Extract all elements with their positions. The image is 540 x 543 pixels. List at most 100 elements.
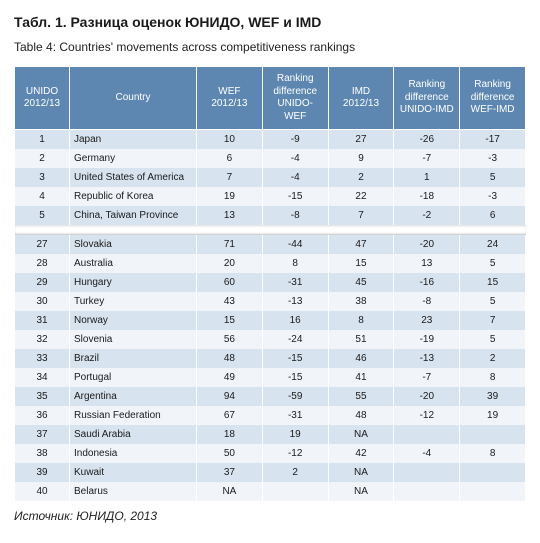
cell-imd: 46 — [328, 349, 394, 368]
table-caption-ru: Табл. 1. Разница оценок ЮНИДО, WEF и IMD — [14, 14, 526, 30]
cell-diff-uw: 19 — [262, 425, 328, 444]
cell-diff-uw: -9 — [262, 130, 328, 150]
cell-imd: 22 — [328, 187, 394, 206]
cell-unido: 33 — [15, 349, 70, 368]
cell-diff-uw: -15 — [262, 349, 328, 368]
table-row: 34Portugal49-1541-78 — [15, 368, 526, 387]
cell-unido: 34 — [15, 368, 70, 387]
cell-unido: 39 — [15, 463, 70, 482]
table-row: 5China, Taiwan Province13-87-26 — [15, 206, 526, 225]
cell-country: Belarus — [70, 482, 197, 501]
col-country: Country — [70, 67, 197, 130]
cell-diff-uw: -44 — [262, 235, 328, 254]
rankings-table: UNIDO 2012/13 Country WEF 2012/13 Rankin… — [14, 66, 526, 501]
table-header: UNIDO 2012/13 Country WEF 2012/13 Rankin… — [15, 67, 526, 130]
cell-country: United States of America — [70, 168, 197, 187]
cell-country: Brazil — [70, 349, 197, 368]
cell-country: Argentina — [70, 387, 197, 406]
table-row: 2Germany6-49-7-3 — [15, 149, 526, 168]
table-row: 1Japan10-927-26-17 — [15, 130, 526, 150]
cell-wef: 49 — [197, 368, 263, 387]
col-wef: WEF 2012/13 — [197, 67, 263, 130]
cell-imd: NA — [328, 425, 394, 444]
cell-diff-uw: -31 — [262, 273, 328, 292]
cell-country: Kuwait — [70, 463, 197, 482]
cell-country: Republic of Korea — [70, 187, 197, 206]
cell-country: Turkey — [70, 292, 197, 311]
cell-imd: 48 — [328, 406, 394, 425]
cell-diff-uw: -15 — [262, 368, 328, 387]
cell-diff-wi: 5 — [460, 292, 526, 311]
cell-wef: 56 — [197, 330, 263, 349]
cell-diff-wi: -3 — [460, 187, 526, 206]
cell-diff-ui: -2 — [394, 206, 460, 225]
cell-unido: 27 — [15, 235, 70, 254]
cell-imd: 51 — [328, 330, 394, 349]
cell-diff-wi — [460, 482, 526, 501]
col-diff-wi: Ranking difference WEF-IMD — [460, 67, 526, 130]
cell-diff-ui: -7 — [394, 368, 460, 387]
cell-diff-ui: -26 — [394, 130, 460, 150]
cell-unido: 28 — [15, 254, 70, 273]
cell-diff-ui: -8 — [394, 292, 460, 311]
cell-country: Russian Federation — [70, 406, 197, 425]
cell-unido: 4 — [15, 187, 70, 206]
cell-country: Indonesia — [70, 444, 197, 463]
cell-diff-ui: 13 — [394, 254, 460, 273]
cell-imd: 15 — [328, 254, 394, 273]
cell-country: Portugal — [70, 368, 197, 387]
cell-imd: NA — [328, 463, 394, 482]
cell-country: Australia — [70, 254, 197, 273]
cell-diff-wi — [460, 425, 526, 444]
cell-wef: 10 — [197, 130, 263, 150]
col-unido: UNIDO 2012/13 — [15, 67, 70, 130]
cell-diff-wi: -17 — [460, 130, 526, 150]
table-body: 1Japan10-927-26-172Germany6-49-7-33Unite… — [15, 130, 526, 502]
cell-diff-uw: -15 — [262, 187, 328, 206]
cell-country: Japan — [70, 130, 197, 150]
cell-imd: 55 — [328, 387, 394, 406]
cell-wef: 94 — [197, 387, 263, 406]
cell-wef: 18 — [197, 425, 263, 444]
cell-diff-wi: 6 — [460, 206, 526, 225]
cell-wef: 50 — [197, 444, 263, 463]
cell-wef: NA — [197, 482, 263, 501]
cell-diff-wi — [460, 463, 526, 482]
cell-diff-wi: -3 — [460, 149, 526, 168]
cell-imd: 27 — [328, 130, 394, 150]
cell-diff-ui: -20 — [394, 235, 460, 254]
cell-wef: 15 — [197, 311, 263, 330]
cell-wef: 67 — [197, 406, 263, 425]
cell-wef: 37 — [197, 463, 263, 482]
cell-diff-ui — [394, 482, 460, 501]
cell-diff-uw: -4 — [262, 168, 328, 187]
cell-imd: 2 — [328, 168, 394, 187]
table-row: 32Slovenia56-2451-195 — [15, 330, 526, 349]
table-row: 37Saudi Arabia1819NA — [15, 425, 526, 444]
cell-diff-ui: -18 — [394, 187, 460, 206]
cell-diff-wi: 5 — [460, 168, 526, 187]
cell-diff-uw: -59 — [262, 387, 328, 406]
cell-diff-wi: 5 — [460, 254, 526, 273]
table-row: 35Argentina94-5955-2039 — [15, 387, 526, 406]
cell-country: Hungary — [70, 273, 197, 292]
col-diff-ui: Ranking difference UNIDO-IMD — [394, 67, 460, 130]
cell-imd: 45 — [328, 273, 394, 292]
cell-unido: 5 — [15, 206, 70, 225]
cell-unido: 31 — [15, 311, 70, 330]
cell-wef: 20 — [197, 254, 263, 273]
table-row: 38Indonesia50-1242-48 — [15, 444, 526, 463]
table-row: 27Slovakia71-4447-2024 — [15, 235, 526, 254]
cell-diff-wi: 8 — [460, 444, 526, 463]
cell-imd: 38 — [328, 292, 394, 311]
cell-diff-wi: 15 — [460, 273, 526, 292]
table-row: 39Kuwait372NA — [15, 463, 526, 482]
cell-country: Saudi Arabia — [70, 425, 197, 444]
cell-diff-uw: 2 — [262, 463, 328, 482]
source-citation: Источник: ЮНИДО, 2013 — [14, 509, 526, 523]
cell-imd: 8 — [328, 311, 394, 330]
cell-country: Norway — [70, 311, 197, 330]
table-row: 40BelarusNANA — [15, 482, 526, 501]
cell-unido: 38 — [15, 444, 70, 463]
cell-diff-ui: -7 — [394, 149, 460, 168]
